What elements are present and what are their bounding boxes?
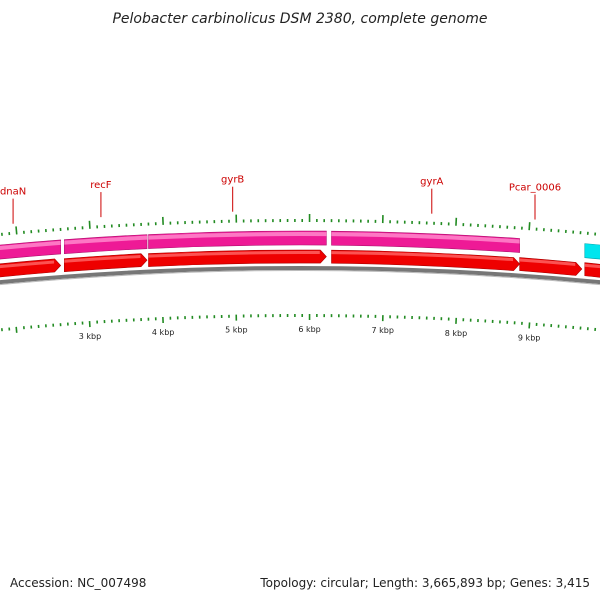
lower-tick-row — [1, 314, 597, 333]
gene-label: Pcar_0006 — [509, 182, 561, 193]
scale-label: 6 kbp — [298, 325, 320, 334]
accession-text: Accession: NC_007498 — [10, 576, 147, 590]
cds-arrow-highlight — [148, 250, 320, 258]
upper-major-tick — [528, 222, 531, 231]
lower-major-tick — [15, 326, 18, 333]
gene-label: dnaN — [0, 187, 26, 198]
feature-track — [584, 243, 600, 260]
upper-tick-row — [1, 214, 597, 236]
upper-major-tick — [88, 220, 91, 229]
scale-label-layer: 3 kbp 4 kbp 5 kbp 6 kbp 7 kbp 8 kbp 9 kbp — [79, 325, 541, 342]
gene-label-layer: dnaN recF gyrB gyrA Pcar_0006 — [0, 175, 561, 224]
gene-track — [0, 230, 520, 260]
gene-bar-highlight — [148, 232, 327, 240]
cds-arrow-highlight — [584, 263, 600, 269]
cds-arrow-highlight — [331, 251, 514, 262]
gene-label: gyrA — [420, 177, 443, 188]
backbone-line — [0, 266, 600, 285]
cds-arrow — [331, 249, 521, 271]
upper-major-tick — [15, 226, 18, 235]
genome-stats-text: Topology: circular; Length: 3,665,893 bp… — [260, 576, 590, 590]
cds-arrow-highlight — [519, 258, 576, 266]
backbone-track — [0, 266, 600, 286]
gene-bar-highlight — [331, 232, 520, 244]
cds-track — [0, 249, 600, 278]
map-title: Pelobacter carbinolicus DSM 2380, comple… — [112, 11, 487, 27]
cds-arrow-highlight — [0, 260, 55, 269]
backbone-highlight — [0, 270, 600, 286]
scale-label: 8 kbp — [445, 329, 467, 338]
scale-label: 5 kbp — [225, 326, 247, 335]
scale-label: 4 kbp — [152, 328, 174, 337]
gene-label: recF — [90, 180, 112, 191]
cyan-feature — [584, 243, 600, 260]
scale-label: 7 kbp — [372, 326, 394, 335]
gene-label: gyrB — [221, 175, 244, 186]
scale-label: 9 kbp — [518, 333, 540, 342]
gene-bar-highlight — [64, 235, 148, 245]
cds-arrow-highlight — [64, 254, 141, 263]
scale-label: 3 kbp — [79, 332, 101, 341]
gene-bar-highlight — [0, 240, 61, 251]
